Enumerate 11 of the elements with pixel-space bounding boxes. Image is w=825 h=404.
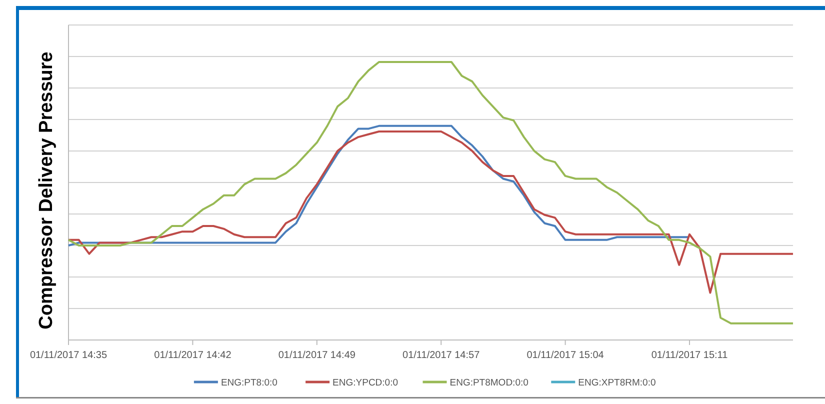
- y-axis-title: Compressor Delivery Pressure: [36, 52, 57, 330]
- legend-label: ENG:XPT8RM:0:0: [578, 378, 656, 388]
- legend-label: ENG:PT8MOD:0:0: [450, 378, 528, 388]
- x-tick-label: 01/11/2017 14:35: [30, 350, 108, 361]
- x-tick-label: 01/11/2017 14:57: [402, 350, 480, 361]
- x-tick-label: 01/11/2017 14:42: [154, 350, 232, 361]
- legend-label: ENG:PT8:0:0: [220, 378, 278, 388]
- legend-label: ENG:YPCD:0:0: [332, 378, 398, 388]
- x-tick-label: 01/11/2017 15:11: [651, 350, 728, 361]
- x-tick-label: 01/11/2017 14:49: [278, 350, 356, 361]
- x-tick-label: 01/11/2017 15:04: [526, 350, 604, 361]
